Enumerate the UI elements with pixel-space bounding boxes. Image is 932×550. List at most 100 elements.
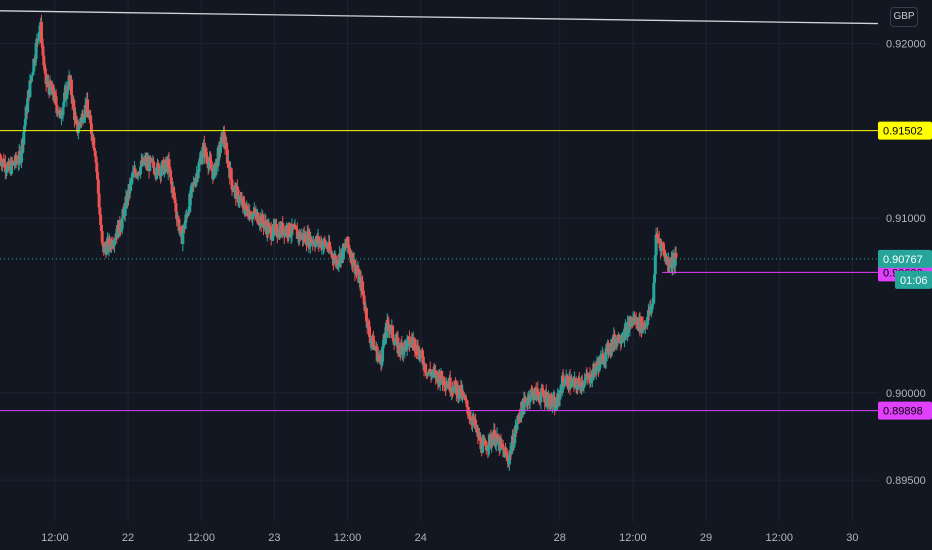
candle-body xyxy=(201,146,205,158)
candle-body xyxy=(110,240,114,247)
candle-body xyxy=(113,238,117,241)
candle-body xyxy=(232,186,236,192)
candle-body xyxy=(426,372,430,376)
candle-body xyxy=(461,391,465,395)
candle-body xyxy=(526,399,530,406)
candle-body xyxy=(197,162,201,172)
candle-body xyxy=(17,151,21,163)
candle-body xyxy=(181,233,185,244)
candle-body xyxy=(653,255,657,275)
candle-body xyxy=(563,382,567,384)
candle-body xyxy=(207,162,211,169)
candle-body xyxy=(389,326,393,331)
candle-body xyxy=(225,149,229,164)
candle-body xyxy=(314,240,318,247)
candle-body xyxy=(66,88,70,90)
candle-body xyxy=(87,116,91,118)
candle-body xyxy=(155,162,159,175)
candle-body xyxy=(89,123,93,135)
candle-body xyxy=(403,341,407,352)
candle-body xyxy=(46,81,50,88)
candle-body xyxy=(494,445,498,447)
candle-body xyxy=(53,92,57,97)
candle-body xyxy=(89,115,93,124)
candle-body xyxy=(506,455,510,461)
candle-body xyxy=(323,239,327,242)
x-axis-tick-label: 29 xyxy=(700,532,712,544)
support-price-label-bg xyxy=(878,401,932,420)
resistance-price-label: 0.91502 xyxy=(883,126,923,138)
candle-body xyxy=(577,378,581,382)
candle-body xyxy=(93,150,97,157)
candle-body xyxy=(48,80,52,95)
candle-body xyxy=(480,442,484,453)
candle-body xyxy=(83,116,87,120)
candle-body xyxy=(588,373,592,384)
candle-body xyxy=(332,258,336,263)
resistance-price-label-bg xyxy=(878,121,932,140)
x-axis-tick-label: 12:00 xyxy=(41,532,69,544)
candle-body xyxy=(98,207,102,215)
candle-body xyxy=(23,119,27,126)
candle-body xyxy=(59,110,63,119)
candle-body xyxy=(529,389,533,397)
candle-body xyxy=(537,394,541,396)
candle-body xyxy=(273,224,277,228)
candle-body xyxy=(61,107,65,116)
candle-body xyxy=(373,345,377,349)
candle-body xyxy=(131,171,135,178)
candle-body xyxy=(262,224,266,228)
candle-body xyxy=(281,222,285,235)
candle-body xyxy=(68,75,72,81)
candle-body xyxy=(368,336,372,344)
candle-body xyxy=(72,99,76,108)
candle-body xyxy=(581,385,585,388)
candle-body xyxy=(487,434,491,448)
candle-body xyxy=(102,244,106,253)
candle-body xyxy=(339,253,343,264)
candle-body xyxy=(430,373,434,377)
currency-button[interactable]: GBP xyxy=(890,7,918,27)
candle-body xyxy=(413,338,417,351)
candle-body xyxy=(596,361,600,365)
candle-body xyxy=(586,375,590,380)
candle-body xyxy=(558,390,562,400)
candle-body xyxy=(275,224,279,236)
candle-body xyxy=(419,354,423,358)
candle-body xyxy=(477,432,481,441)
candle-body xyxy=(31,71,35,75)
candle-body xyxy=(668,266,672,268)
last-price-label-bg xyxy=(878,249,932,268)
candle-body xyxy=(511,435,515,448)
candle-body xyxy=(275,235,279,237)
candle-body xyxy=(636,318,640,328)
candle-body xyxy=(520,401,524,408)
candle-body xyxy=(532,396,536,401)
candle-body xyxy=(387,324,391,332)
candle-body xyxy=(237,201,241,203)
candle-body xyxy=(376,355,380,362)
candle-body xyxy=(540,388,544,391)
candle-body xyxy=(42,55,46,66)
candle-body xyxy=(159,170,163,177)
candle-body xyxy=(132,171,136,173)
candle-body xyxy=(60,115,64,117)
candle-body xyxy=(29,75,33,81)
candle-body xyxy=(156,162,160,165)
candle-body xyxy=(599,355,603,365)
candle-body xyxy=(615,337,619,346)
candle-body xyxy=(551,397,555,404)
candle-body xyxy=(657,238,661,243)
support-price-label: 0.89898 xyxy=(883,406,923,418)
candle-body xyxy=(354,269,358,272)
candle-body xyxy=(30,74,34,76)
trendline[interactable] xyxy=(0,10,879,25)
candle-body xyxy=(431,369,435,374)
candle-body xyxy=(644,323,648,325)
candle-body xyxy=(246,209,250,217)
candle-body xyxy=(369,341,373,344)
candle-body xyxy=(43,65,47,69)
